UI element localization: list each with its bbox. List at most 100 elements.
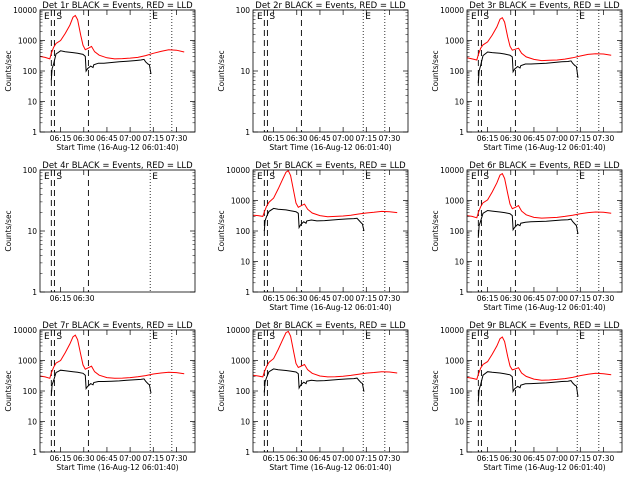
x-tick-label: 07:15: [142, 454, 164, 463]
y-tick-label: 100: [450, 387, 465, 396]
y-tick-label: 10000: [440, 6, 464, 15]
x-tick-label: 06:15: [263, 454, 285, 463]
panel-title: Det 3r BLACK = Events, RED = LLD: [469, 1, 620, 11]
attenuator-label: E: [471, 332, 477, 342]
y-axis-label: Counts/sec: [431, 210, 440, 251]
y-tick-label: 100: [236, 387, 251, 396]
x-tick-label: 07:30: [593, 134, 615, 143]
y-axis-label: Counts/sec: [4, 210, 13, 251]
attenuator-label: E: [152, 332, 158, 342]
y-tick-label: 10: [27, 98, 37, 107]
x-tick-label: 06:15: [263, 134, 285, 143]
x-tick-label: 07:30: [166, 134, 188, 143]
attenuator-label: S: [56, 172, 62, 182]
x-tick-label: 07:00: [332, 454, 354, 463]
x-tick-label: 06:30: [500, 454, 522, 463]
x-tick-label: 06:30: [286, 454, 308, 463]
x-axis-label: Start Time (16-Aug-12 06:01:40): [269, 303, 391, 312]
y-tick-label: 1000: [231, 197, 250, 206]
x-tick-label: 06:15: [263, 294, 285, 303]
attenuator-label: S: [269, 12, 275, 22]
y-axis-label: Counts/sec: [431, 370, 440, 411]
x-axis-label: Start Time (16-Aug-12 06:01:40): [269, 463, 391, 472]
y-tick-label: 1: [459, 448, 464, 457]
panel-title: Det 6r BLACK = Events, RED = LLD: [469, 161, 620, 171]
series-lld: [466, 16, 612, 62]
x-tick-label: 06:45: [96, 454, 118, 463]
x-tick-label: 07:30: [379, 454, 401, 463]
x-tick-label: 06:45: [309, 134, 331, 143]
y-tick-label: 10: [240, 418, 250, 427]
y-tick-label: 1: [32, 128, 37, 137]
panel-title: Det 8r BLACK = Events, RED = LLD: [255, 321, 406, 331]
y-tick-label: 100: [450, 67, 465, 76]
y-tick-label: 1000: [231, 357, 250, 366]
panel-title: Det 4r BLACK = Events, RED = LLD: [42, 161, 193, 171]
panel-title: Det 5r BLACK = Events, RED = LLD: [255, 161, 406, 171]
x-axis-label: Start Time (16-Aug-12 06:01:40): [269, 143, 391, 152]
attenuator-label: E: [152, 12, 158, 22]
x-tick-label: 07:30: [593, 294, 615, 303]
y-axis-label: Counts/sec: [4, 50, 13, 91]
series-events: [477, 51, 579, 84]
y-tick-label: 10: [27, 418, 37, 427]
series-lld: [39, 334, 185, 379]
attenuator-label: E: [471, 172, 477, 182]
y-tick-label: 1000: [18, 37, 37, 46]
x-tick-label: 06:45: [523, 294, 545, 303]
y-axis-label: Counts/sec: [4, 370, 13, 411]
y-tick-label: 1: [459, 128, 464, 137]
y-tick-label: 10: [454, 258, 464, 267]
x-axis-label: Start Time (16-Aug-12 06:01:40): [483, 303, 605, 312]
x-tick-label: 06:45: [523, 454, 545, 463]
series-lld: [466, 172, 612, 219]
y-tick-label: 10000: [13, 326, 37, 335]
attenuator-label: E: [579, 172, 585, 182]
y-tick-label: 100: [23, 67, 38, 76]
attenuator-label: S: [56, 332, 62, 342]
x-tick-label: 07:15: [569, 454, 591, 463]
x-tick-label: 06:15: [477, 454, 499, 463]
x-tick-label: 06:45: [309, 454, 331, 463]
series-events: [50, 369, 152, 396]
x-tick-label: 06:15: [477, 134, 499, 143]
x-axis-label: Start Time (16-Aug-12 06:01:40): [483, 143, 605, 152]
attenuator-label: S: [56, 12, 62, 22]
panel-title: Det 7r BLACK = Events, RED = LLD: [42, 321, 193, 331]
x-tick-label: 07:00: [119, 454, 141, 463]
series-lld: [39, 14, 185, 60]
series-events: [50, 50, 152, 81]
y-tick-label: 10: [240, 258, 250, 267]
y-axis-label: Counts/sec: [217, 50, 226, 91]
x-axis-label: Start Time (16-Aug-12 06:01:40): [56, 143, 178, 152]
panel-title: Det 1r BLACK = Events, RED = LLD: [42, 1, 193, 11]
y-tick-label: 1000: [445, 37, 464, 46]
y-tick-label: 1: [32, 288, 37, 297]
x-tick-label: 06:15: [50, 454, 72, 463]
attenuator-label: E: [257, 12, 263, 22]
series-events: [477, 209, 579, 238]
attenuator-label: E: [257, 172, 263, 182]
x-tick-label: 06:15: [477, 294, 499, 303]
attenuator-label: E: [365, 12, 371, 22]
x-tick-label: 07:00: [332, 134, 354, 143]
attenuator-label: E: [579, 332, 585, 342]
x-tick-label: 07:00: [546, 134, 568, 143]
series-lld: [466, 336, 612, 381]
x-tick-label: 06:30: [500, 134, 522, 143]
y-tick-label: 10000: [13, 6, 37, 15]
x-tick-label: 06:45: [96, 134, 118, 143]
attenuator-label: E: [44, 12, 50, 22]
attenuator-label: S: [483, 172, 489, 182]
x-tick-label: 06:15: [50, 294, 72, 303]
attenuator-label: E: [44, 332, 50, 342]
x-tick-label: 07:30: [379, 294, 401, 303]
x-tick-label: 06:30: [500, 294, 522, 303]
y-tick-label: 1000: [18, 357, 37, 366]
series-events: [263, 207, 365, 232]
